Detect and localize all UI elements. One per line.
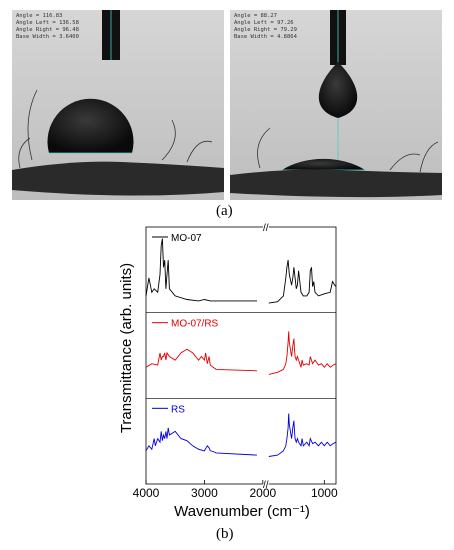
y-axis-label: Transmittance (arb. units) bbox=[118, 263, 135, 433]
series-layer bbox=[145, 238, 337, 457]
panel-a-label: (a) bbox=[216, 203, 233, 219]
measurement-readout-right: Angle = 88.27 Angle Left = 97.26 Angle R… bbox=[234, 13, 297, 40]
x-tick-label-1: 4000 bbox=[133, 486, 160, 500]
x-tick-label-4: 1000 bbox=[311, 486, 338, 500]
series-line-3-right bbox=[268, 413, 337, 457]
x-axis-label: Wavenumber (cm⁻¹) bbox=[174, 503, 310, 520]
axis-break-gap-1 bbox=[262, 223, 269, 231]
contact-angle-photo-right: Angle = 88.27 Angle Left = 97.26 Angle R… bbox=[230, 10, 442, 200]
droplet-photo-right-image bbox=[230, 10, 442, 198]
measurement-readout-left: Angle = 116.83 Angle Left = 136.58 Angle… bbox=[16, 13, 79, 40]
series-line-1-right bbox=[268, 260, 337, 304]
series-line-3-left bbox=[145, 427, 258, 456]
axis-break-mark-1: // bbox=[263, 223, 269, 234]
ftir-chart: // // MO-07 MO-07/RS RS 4000 3000 2000 1000 Tr… bbox=[118, 223, 338, 520]
series-line-2-left bbox=[145, 348, 258, 372]
series-line-2-right bbox=[268, 331, 337, 375]
axis-break-mark-2: // bbox=[263, 480, 269, 491]
series-line-1-left bbox=[145, 238, 257, 302]
legend-label-2: MO-07/RS bbox=[171, 319, 219, 330]
x-tick-label-3: 2000 bbox=[249, 486, 276, 500]
legend-layer: MO-07 MO-07/RS RS bbox=[152, 233, 219, 415]
tick-layer: 4000 3000 2000 1000 bbox=[133, 480, 338, 500]
droplet-photo-left-image bbox=[12, 10, 224, 196]
contact-angle-photo-left: Angle = 116.83 Angle Left = 136.58 Angle… bbox=[12, 10, 224, 200]
plot-frame: // // bbox=[145, 223, 337, 491]
legend-label-3: RS bbox=[171, 404, 185, 415]
panel-b-label: (b) bbox=[216, 526, 234, 542]
plot-border bbox=[145, 226, 337, 485]
legend-label-1: MO-07 bbox=[171, 233, 202, 244]
x-tick-label-2: 3000 bbox=[191, 486, 218, 500]
axis-break-gap-2 bbox=[262, 480, 269, 488]
